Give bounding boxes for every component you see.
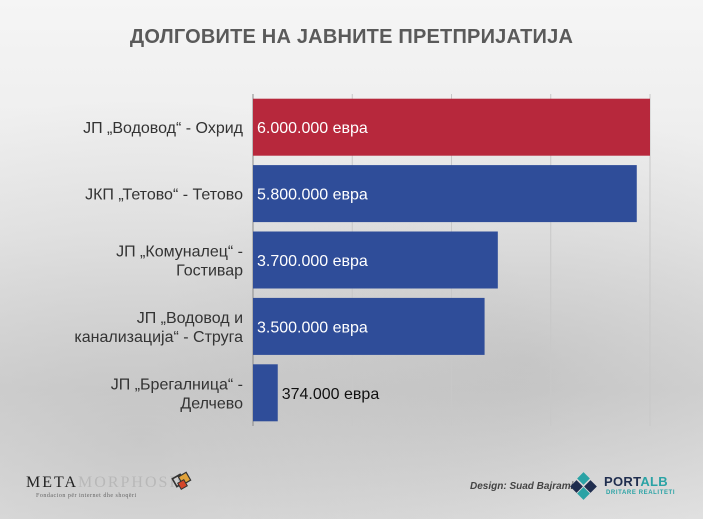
category-label: ЈП „Водовод и (137, 310, 243, 327)
portalb-logo: PORTALB DRITARE REALITETI (570, 472, 690, 502)
category-label: ЈП „Водовод“ - Охрид (83, 120, 244, 137)
category-label: ЈП „Брегалница“ - (111, 376, 243, 393)
portalb-main-text: PORT (604, 474, 641, 489)
bar (253, 165, 637, 223)
bar (253, 231, 498, 289)
value-label: 374.000 евра (282, 386, 380, 403)
chart-title: ДОЛГОВИТЕ НА ЈАВНИТЕ ПРЕТПРИЈАТИЈА (129, 26, 574, 48)
category-label: канализација“ - Струга (74, 329, 243, 346)
value-label: 5.800.000 евра (257, 187, 368, 204)
portalb-wordmark: PORTALB (604, 474, 668, 489)
value-label: 3.500.000 евра (257, 319, 368, 336)
bar (253, 98, 650, 156)
meta-dark-text: META (26, 474, 79, 491)
value-label: 3.700.000 евра (257, 253, 368, 270)
design-credit: Design: Suad Bajrami (470, 481, 574, 492)
meta-light-text: MORPHOSIS (78, 474, 188, 491)
metamorphosis-logo: METAMORPHOSIS Fondacion për internet dhe… (26, 471, 192, 499)
metamorphosis-emblem-icon (171, 471, 192, 490)
category-label: Гостивар (176, 263, 243, 280)
metamorphosis-wordmark: METAMORPHOSIS (26, 474, 188, 492)
bar (253, 297, 485, 355)
category-label: ЈКП „Тетово“ - Тетово (85, 187, 243, 204)
bar (253, 364, 278, 422)
portalb-subtitle: DRITARE REALITETI (606, 490, 676, 496)
portalb-accent-text: ALB (640, 474, 668, 489)
category-label: Делчево (180, 395, 243, 412)
value-label: 6.000.000 евра (257, 120, 368, 137)
metamorphosis-subtitle: Fondacion për internet dhe shoqëri (36, 493, 137, 499)
portalb-emblem-icon (570, 472, 597, 500)
category-label: ЈП „Комуналец“ - (116, 244, 243, 261)
